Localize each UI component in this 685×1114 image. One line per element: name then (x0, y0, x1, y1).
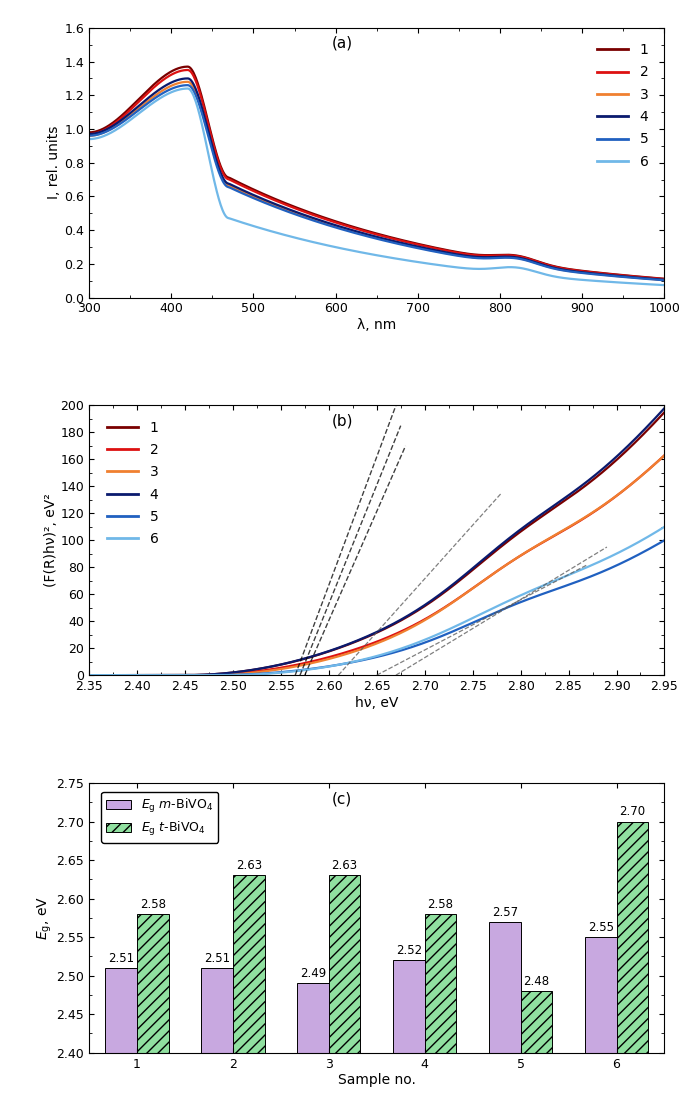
Bar (201, 968, 233, 1114)
Text: 2.63: 2.63 (332, 859, 358, 872)
Y-axis label: $E_{\mathrm{g}}$, eV: $E_{\mathrm{g}}$, eV (35, 896, 53, 940)
Text: 2.57: 2.57 (492, 906, 518, 919)
Bar (585, 937, 616, 1114)
Text: 2.51: 2.51 (204, 951, 230, 965)
Bar (393, 960, 425, 1114)
Bar (521, 991, 552, 1114)
Bar (616, 821, 648, 1114)
Text: (c): (c) (332, 791, 352, 807)
Legend: $\it{1}$, $\it{2}$, $\it{3}$, $\it{4}$, $\it{5}$, $\it{6}$: $\it{1}$, $\it{2}$, $\it{3}$, $\it{4}$, … (102, 416, 164, 551)
Text: 2.58: 2.58 (140, 898, 166, 911)
Text: (b): (b) (332, 413, 353, 429)
X-axis label: λ, nm: λ, nm (357, 319, 397, 332)
Text: 2.51: 2.51 (108, 951, 134, 965)
Text: 2.70: 2.70 (619, 805, 645, 819)
Legend: $E_{\mathrm{g}}$ $m$-BiVO$_4$, $E_{\mathrm{g}}$ $t$-BiVO$_4$: $E_{\mathrm{g}}$ $m$-BiVO$_4$, $E_{\math… (101, 792, 218, 843)
Text: (a): (a) (332, 36, 353, 51)
Text: 2.55: 2.55 (588, 921, 614, 934)
Y-axis label: I, rel. units: I, rel. units (47, 126, 62, 199)
Bar (137, 913, 169, 1114)
Text: 2.52: 2.52 (396, 945, 422, 957)
Bar (489, 921, 521, 1114)
Bar (425, 913, 456, 1114)
Bar (105, 968, 137, 1114)
Bar (233, 876, 264, 1114)
X-axis label: hν, eV: hν, eV (355, 696, 399, 710)
Text: 2.49: 2.49 (300, 967, 326, 980)
Text: 2.63: 2.63 (236, 859, 262, 872)
Bar (329, 876, 360, 1114)
Bar (297, 984, 329, 1114)
Text: 2.58: 2.58 (427, 898, 453, 911)
Text: 2.48: 2.48 (523, 975, 549, 988)
Y-axis label: (F(R)hν)², eV²: (F(R)hν)², eV² (44, 494, 58, 587)
Legend: $\it{1}$, $\it{2}$, $\it{3}$, $\it{4}$, $\it{5}$, $\it{6}$: $\it{1}$, $\it{2}$, $\it{3}$, $\it{4}$, … (592, 38, 655, 174)
X-axis label: Sample no.: Sample no. (338, 1074, 416, 1087)
